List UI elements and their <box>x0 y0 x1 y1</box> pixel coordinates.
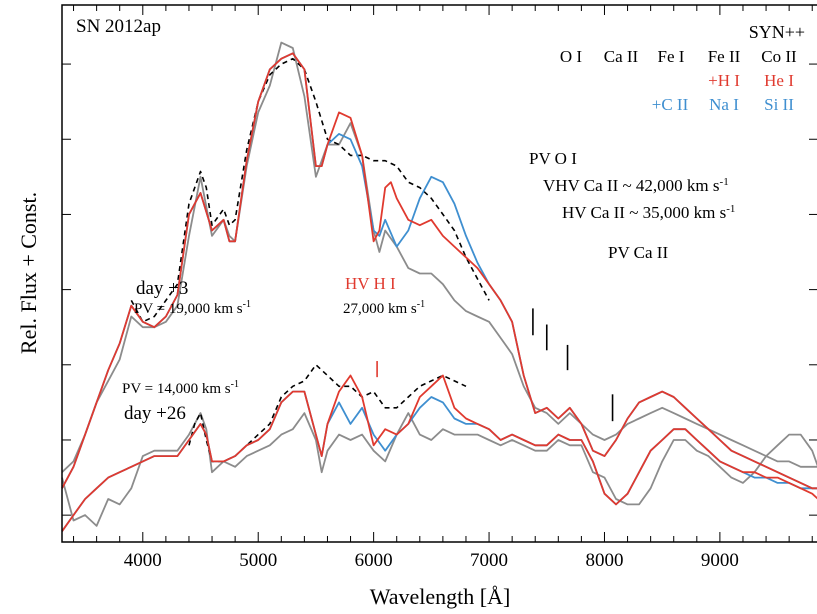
x-tick-label: 4000 <box>124 550 162 571</box>
legend-label-na-i: Na I <box>709 95 739 114</box>
legend-label-si-ii: Si II <box>764 95 794 114</box>
y-axis-label: Rel. Flux + Const. <box>16 192 41 354</box>
x-tick-label: 9000 <box>701 550 739 571</box>
legend-label-h-i: +H I <box>708 71 740 90</box>
x-tick-label: 6000 <box>355 550 393 571</box>
x-tick-label: 7000 <box>470 550 508 571</box>
hv-h-i-label: HV H I <box>345 274 396 293</box>
day26-label: day +26 <box>124 403 186 424</box>
series-day3-model-dashed <box>130 57 490 323</box>
legend-label-fe-ii: Fe II <box>708 47 741 66</box>
series-day3-model-red <box>61 52 817 490</box>
day3-pv: PV = 19,000 km s-1 <box>134 299 251 317</box>
chart-title: SN 2012ap <box>76 16 161 37</box>
hv-h-i-velocity: 27,000 km s-1 <box>343 299 425 317</box>
pv-ca-ii-label: PV Ca II <box>608 243 668 262</box>
vhv-ca-ii-label: VHV Ca II ~ 42,000 km s-1 <box>543 176 729 195</box>
legend-label-co-ii: Co II <box>761 47 797 66</box>
day3-label: day +3 <box>136 278 188 299</box>
marker-layer <box>376 308 614 422</box>
legend-label-ca-ii: Ca II <box>604 47 639 66</box>
x-axis-label: Wavelength [Å] <box>370 584 511 609</box>
x-tick-label: 8000 <box>585 550 623 571</box>
legend-label-c-ii: +C II <box>652 95 689 114</box>
series-day26-model-red <box>61 374 817 532</box>
legend-label-fe-i: Fe I <box>658 47 685 66</box>
series-day3-observed <box>61 41 817 473</box>
legend-title: SYN++ <box>749 22 805 42</box>
tick-layer: 4000 5000 6000 7000 8000 9000 <box>62 5 817 571</box>
legend-label-o-i: O I <box>560 47 583 66</box>
hv-ca-ii-label: HV Ca II ~ 35,000 km s-1 <box>562 203 735 222</box>
legend-label-he-i: He I <box>764 71 794 90</box>
day26-pv: PV = 14,000 km s-1 <box>122 379 239 397</box>
series-day26-observed <box>61 412 817 527</box>
series-day26-model-dashed <box>188 363 467 463</box>
series-layer <box>61 41 817 532</box>
x-tick-label: 5000 <box>239 550 277 571</box>
plot-frame <box>61 4 817 543</box>
pv-o-i-label: PV O I <box>529 149 577 168</box>
